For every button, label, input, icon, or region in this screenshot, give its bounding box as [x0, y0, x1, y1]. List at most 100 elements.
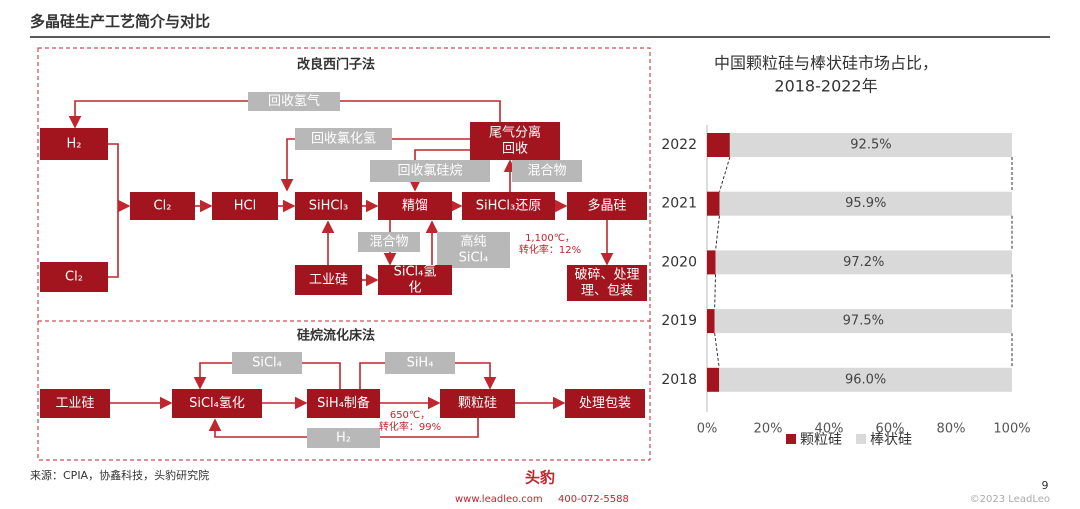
node-text: SiCl₄ [252, 356, 282, 371]
chart-title: 2018-2022年 [774, 77, 877, 96]
node-text: 精馏 [402, 199, 428, 214]
flow-label [437, 232, 510, 268]
flow-label [248, 92, 340, 111]
process-node [462, 192, 555, 220]
section-title: 改良西门子法 [297, 57, 375, 73]
node-text: 混合物 [369, 235, 408, 250]
process-node [212, 192, 278, 220]
flow-label [512, 160, 582, 182]
node-text: 尾气分离 [489, 125, 541, 141]
process-node [565, 389, 645, 418]
phone: 400-072-5588 [558, 494, 629, 505]
bar-segment [707, 250, 716, 275]
node-text: 650℃， [390, 410, 430, 421]
node-text: H₂ [67, 137, 82, 152]
node-text: SiCl₄ [459, 251, 489, 266]
legend-label: 棒状硅 [870, 432, 912, 448]
node-text: Cl₂ [65, 270, 83, 285]
node-text: 回收氯硅烷 [397, 164, 462, 179]
x-tick-label: 0% [697, 422, 718, 437]
bar-segment [719, 191, 1012, 216]
node-text: SiCl₄氢化 [189, 396, 245, 411]
process-node [40, 262, 108, 292]
value-label: 97.2% [843, 255, 884, 270]
flow-label [307, 428, 380, 448]
flow-label [385, 352, 455, 374]
node-text: 多晶硅 [587, 198, 626, 214]
process-node [440, 389, 515, 418]
value-label: 95.9% [845, 196, 886, 211]
node-text: SiHCl₃还原 [476, 199, 542, 214]
node-text: SiH₄ [407, 356, 434, 371]
flow-label [295, 128, 392, 150]
bar-segment [714, 309, 1012, 334]
series-line [719, 156, 731, 192]
node-text: 破碎、处理 [574, 268, 639, 283]
legend-swatch [856, 434, 866, 444]
legend-label: 颗粒硅 [800, 432, 842, 448]
node-text: SiCl₄氢 [394, 265, 437, 280]
node-text: 处理包装 [579, 396, 631, 411]
process-node [40, 128, 108, 160]
process-node [40, 389, 110, 418]
bar-segment [715, 250, 1012, 275]
bar-segment [729, 133, 1012, 157]
page-number: 9 [1042, 479, 1049, 492]
process-node [567, 192, 647, 220]
value-label: 97.5% [843, 314, 884, 329]
copyright: ©2023 LeadLeo [970, 494, 1050, 505]
bar-segment [707, 367, 720, 392]
node-text: 回收 [502, 142, 528, 157]
node-text: H₂ [336, 431, 351, 446]
series-line [715, 215, 721, 251]
node-text: 工业硅 [55, 396, 94, 411]
value-label: 92.5% [850, 138, 891, 153]
process-node [470, 122, 560, 160]
slide-title: 多晶硅生产工艺简介与对比 [30, 13, 210, 31]
node-text: 高纯 [460, 234, 486, 250]
chart-title: 中国颗粒硅与棒状硅市场占比， [714, 54, 938, 73]
y-tick-label: 2021 [661, 196, 697, 212]
node-text: 工业硅 [309, 273, 348, 288]
x-tick-label: 20% [754, 422, 783, 437]
value-label: 96.0% [845, 372, 886, 387]
bar-segment [719, 367, 1012, 392]
process-node [295, 265, 362, 295]
bar-segment [707, 133, 730, 157]
site: www.leadleo.com [455, 494, 543, 505]
node-text: SiH₄制备 [317, 395, 370, 411]
node-text: 混合物 [527, 164, 566, 179]
y-tick-label: 2022 [661, 137, 697, 153]
node-text: 颗粒硅 [458, 396, 497, 411]
node-text: 转化率：12% [519, 243, 581, 256]
process-node [172, 389, 262, 418]
flow-label [232, 352, 302, 374]
process-node [378, 192, 452, 220]
process-node [378, 265, 452, 295]
node-text: HCl [234, 199, 256, 214]
node-text: 回收氯化氢 [311, 132, 376, 147]
x-tick-label: 100% [993, 422, 1030, 437]
x-tick-label: 60% [876, 422, 905, 437]
node-text: Cl₂ [154, 199, 172, 214]
series-line [714, 274, 717, 310]
node-text: 化 [408, 281, 421, 296]
x-tick-label: 40% [815, 422, 844, 437]
y-tick-label: 2020 [661, 254, 697, 270]
node-text: 转化率：99% [379, 420, 441, 433]
node-text: SiHCl₃ [309, 199, 349, 214]
flow-label [370, 160, 490, 182]
bar-segment [707, 309, 715, 334]
y-tick-label: 2019 [661, 313, 697, 329]
bar-segment [707, 191, 720, 216]
y-tick-label: 2018 [661, 372, 697, 388]
node-text: 1,100℃， [525, 233, 575, 244]
logo: 头豹 [525, 469, 555, 487]
section-title: 硅烷流化床法 [297, 328, 375, 344]
process-frame [37, 47, 651, 461]
process-node [307, 389, 380, 418]
process-node [567, 265, 647, 301]
process-node [130, 192, 195, 220]
process-node [295, 192, 362, 220]
